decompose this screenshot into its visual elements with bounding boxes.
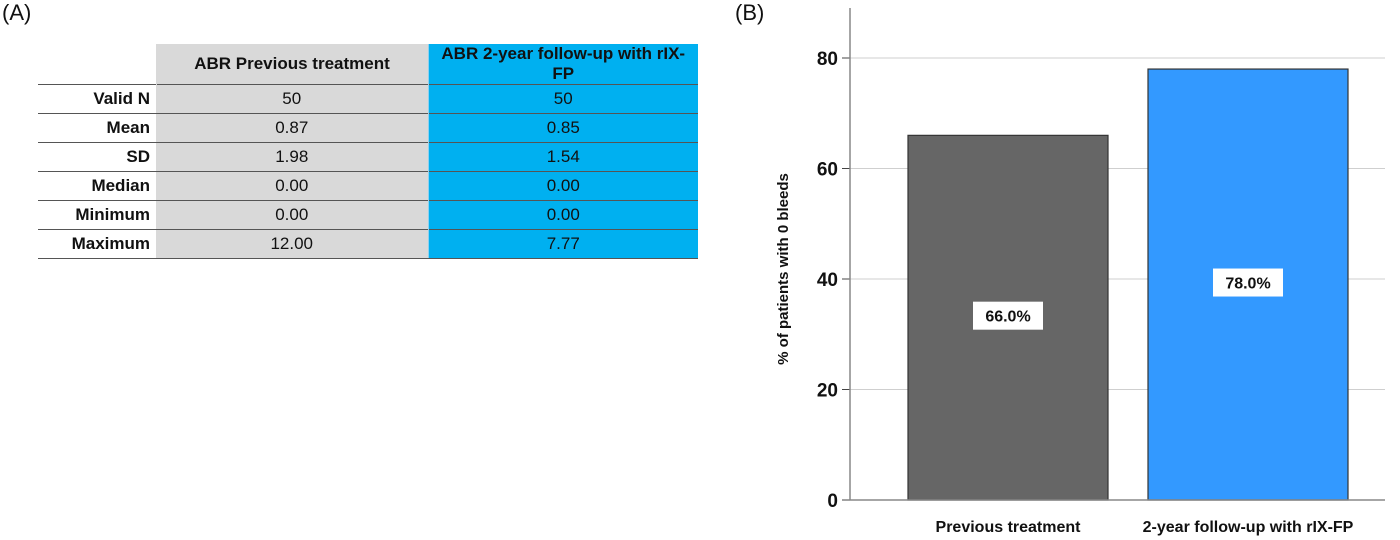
axes: 0 20 40 60 80 % of patients with 0 bleeds Prev… [775,8,1385,536]
column-header-previous: ABR Previous treatment [155,44,428,85]
data-label: 66.0% [985,309,1030,326]
table-row: Valid N 50 50 [38,84,698,114]
y-tick-label: 0 [827,491,838,512]
cell-previous: 1.98 [156,142,428,172]
cell-previous: 12.00 [156,229,428,259]
cell-followup: 7.77 [427,229,698,259]
abr-statistics-table: ABR Previous treatment ABR 2-year follow… [38,44,698,259]
table-row: Minimum 0.00 0.00 [38,200,698,230]
y-tick-label: 20 [817,381,838,402]
cell-followup: 50 [427,84,698,114]
panel-label-a: (A) [2,0,32,25]
y-axis-title: % of patients with 0 bleeds [775,173,792,365]
y-tick-label: 40 [817,270,838,291]
row-label: Valid N [38,84,156,114]
table-row: Maximum 12.00 7.77 [38,229,698,259]
cell-followup: 0.85 [427,113,698,143]
x-category-label: 2-year follow-up with rIX-FP [1143,519,1354,536]
data-labels: 66.0% 78.0% [973,268,1283,330]
data-label-box [1213,268,1283,297]
cell-previous: 0.87 [156,113,428,143]
table-body: Valid N 50 50 Mean 0.87 0.85 SD 1.98 1.54 Median 0… [38,84,698,259]
y-tick-label: 80 [817,49,838,70]
cell-followup: 0.00 [427,171,698,201]
cell-previous: 50 [156,84,428,114]
cell-previous: 0.00 [156,200,428,230]
row-label: Maximum [38,229,156,259]
table-header-row: ABR Previous treatment ABR 2-year follow… [38,44,698,85]
cell-followup: 1.54 [427,142,698,172]
x-category-label: Previous treatment [936,519,1082,536]
table-row: SD 1.98 1.54 [38,142,698,172]
table-corner-cell [38,44,156,85]
data-label: 78.0% [1225,276,1270,293]
row-label: Minimum [38,200,156,230]
y-tick-label: 60 [817,160,838,181]
column-header-followup: ABR 2-year follow-up with rIX-FP [427,44,698,85]
bar-chart: 0 20 40 60 80 % of patients with 0 bleeds Prev… [775,8,1385,536]
table-row: Mean 0.87 0.85 [38,113,698,143]
cell-followup: 0.00 [427,200,698,230]
data-label-box [973,301,1043,330]
cell-previous: 0.00 [156,171,428,201]
row-label: SD [38,142,156,172]
row-label: Median [38,171,156,201]
table-row: Median 0.00 0.00 [38,171,698,201]
panel-label-b: (B) [735,0,765,25]
row-label: Mean [38,113,156,143]
